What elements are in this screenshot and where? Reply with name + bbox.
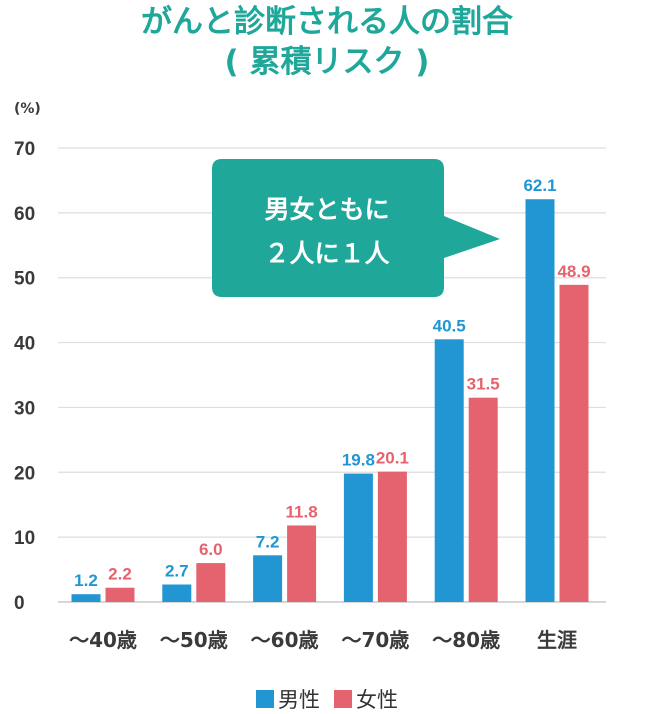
data-label-male-1: 2.7 (165, 561, 189, 580)
bar-female-4 (468, 397, 498, 602)
bars (71, 199, 589, 603)
data-label-female-4: 31.5 (467, 375, 500, 394)
data-label-female-0: 2.2 (108, 565, 132, 584)
x-category-0: ～40歳 (69, 628, 137, 652)
bar-male-3 (343, 473, 373, 602)
y-tick-label-10: 10 (14, 528, 35, 549)
bar-male-4 (434, 339, 464, 602)
y-tick-label-30: 30 (14, 398, 35, 419)
x-category-4: ～80歳 (432, 628, 500, 652)
y-tick-label-0: 0 (14, 593, 25, 614)
x-category-5: 生涯 (537, 628, 577, 652)
data-labels: 1.2 2.2 2.7 6.0 7.2 11.8 19.8 20.1 40.5 31.5 62.1 4… (74, 176, 590, 590)
x-category-3: ～70歳 (341, 628, 409, 652)
bar-male-0 (71, 594, 101, 602)
bar-female-5 (559, 284, 589, 602)
legend-swatch-female (334, 690, 352, 708)
data-label-female-1: 6.0 (199, 540, 223, 559)
legend-label-female: 女性 (356, 688, 398, 712)
chart-subtitle: ( 累積リスク ) (224, 44, 430, 80)
bar-male-5 (525, 199, 555, 603)
legend-item-male: 男性 (256, 684, 320, 714)
y-axis-ticks: 0 10 20 30 40 50 60 70 (14, 139, 35, 614)
callout-line-1: 男女ともに (264, 195, 389, 224)
y-tick-label-40: 40 (14, 334, 35, 355)
y-tick-label-50: 50 (14, 269, 35, 290)
data-label-male-2: 7.2 (256, 532, 280, 551)
bar-female-2 (287, 525, 317, 602)
callout-line-2: ２人に１人 (264, 239, 389, 268)
bar-male-1 (162, 584, 192, 602)
data-label-male-4: 40.5 (433, 316, 466, 335)
x-category-1: ～50歳 (160, 628, 228, 652)
data-label-female-2: 11.8 (286, 502, 318, 521)
y-tick-label-20: 20 (14, 463, 35, 484)
data-label-male-0: 1.2 (74, 571, 98, 590)
legend-label-male: 男性 (278, 688, 320, 712)
bar-female-1 (196, 563, 226, 602)
x-category-2: ～60歳 (251, 628, 319, 652)
data-label-female-3: 20.1 (376, 449, 409, 468)
legend: 男性 女性 (0, 684, 654, 714)
bar-male-2 (253, 555, 283, 602)
annotation-callout: 男女ともに ２人に１人 (212, 159, 500, 297)
bar-female-3 (377, 471, 407, 602)
y-tick-label-70: 70 (14, 139, 35, 160)
y-tick-label-60: 60 (14, 204, 35, 225)
legend-item-female: 女性 (334, 684, 398, 714)
callout-bubble (212, 159, 500, 297)
legend-swatch-male (256, 690, 274, 708)
data-label-female-5: 48.9 (557, 262, 590, 281)
data-label-male-5: 62.1 (523, 176, 556, 195)
bar-female-0 (105, 587, 135, 602)
data-label-male-3: 19.8 (342, 451, 375, 470)
x-axis-categories: ～40歳 ～50歳 ～60歳 ～70歳 ～80歳 生涯 (69, 628, 577, 652)
chart-title: がんと診断される人の割合 (141, 4, 513, 40)
y-axis-unit: (%) (14, 101, 41, 117)
